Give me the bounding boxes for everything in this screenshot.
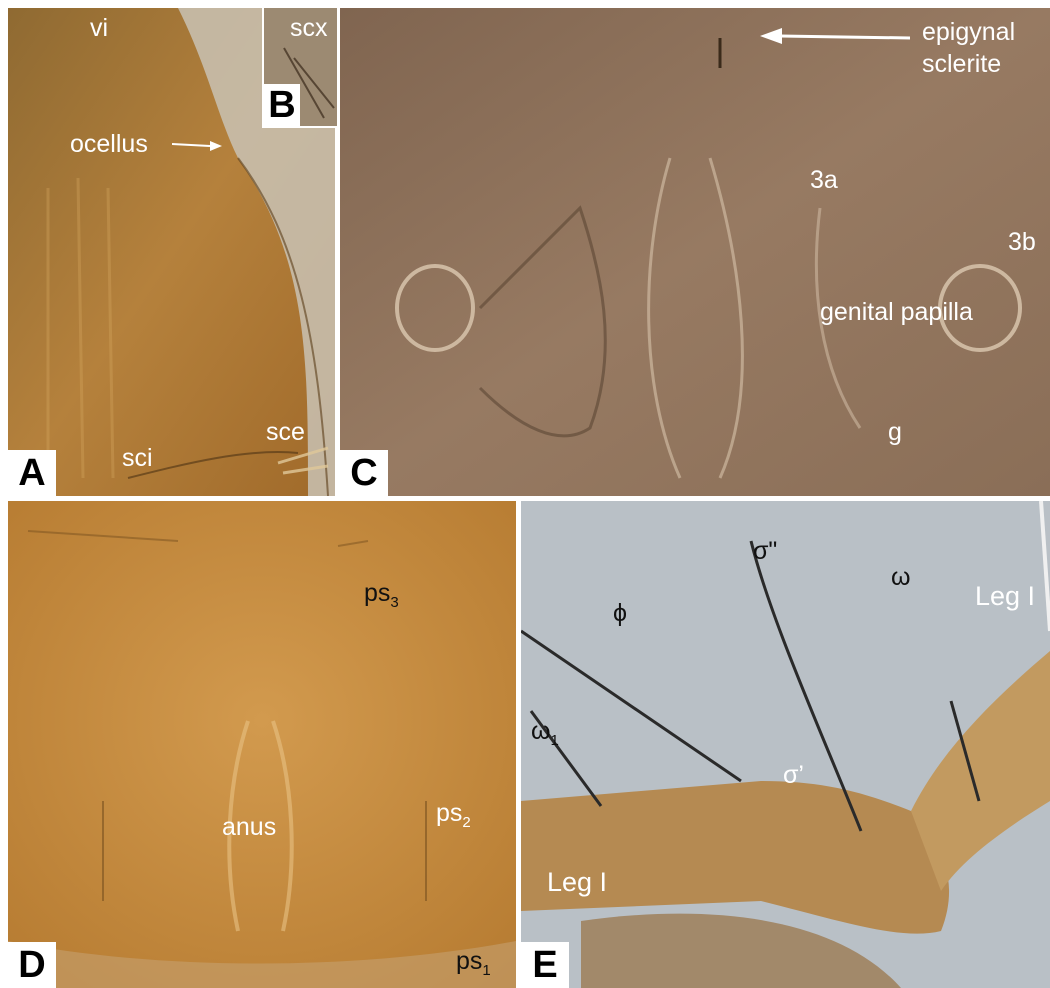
label-ps1-sub: 1 <box>482 962 491 979</box>
label-ps1: ps1 <box>456 947 491 979</box>
label-3b: 3b <box>1008 228 1036 256</box>
label-ps1-text: ps <box>456 947 483 975</box>
label-genital-papilla: genital papilla <box>820 298 973 326</box>
label-sci: sci <box>122 444 153 472</box>
panel-e-badge: E <box>521 942 569 988</box>
label-omega: ω <box>891 563 911 591</box>
label-ps3-sub: 3 <box>390 594 399 611</box>
panel-c-badge: C <box>340 450 388 496</box>
panel-d-badge: D <box>8 942 56 988</box>
label-ps3: ps3 <box>364 579 399 611</box>
label-leg-i-top: Leg I <box>975 581 1036 611</box>
label-leg-i-bottom: Leg I <box>547 867 608 897</box>
label-sigma-double: σ" <box>753 537 778 565</box>
label-ps2: ps2 <box>436 799 471 831</box>
label-anus: anus <box>222 813 277 841</box>
label-omega1: ω1 <box>531 717 559 749</box>
label-sigma-prime: σ’ <box>783 761 804 789</box>
panel-b: scx B <box>262 8 337 128</box>
panel-c: epigynal sclerite 3a 3b genital papilla … <box>340 8 1050 496</box>
panel-d-micrograph <box>8 501 516 988</box>
epigynal-sclerite-arrow <box>760 28 910 44</box>
label-ps2-text: ps <box>436 799 463 827</box>
ocellus-arrow <box>172 141 222 151</box>
panel-b-badge: B <box>264 84 300 126</box>
label-omega1-sub: 1 <box>550 732 559 749</box>
label-sclerite: sclerite <box>922 50 1002 78</box>
label-3a: 3a <box>810 166 838 194</box>
panel-d: ps3 anus ps2 ps1 D <box>8 501 516 988</box>
label-ps2-sub: 2 <box>462 814 471 831</box>
panel-e: σ" ω Leg I ϕ ω1 σ’ Leg I E <box>521 501 1050 988</box>
label-scx: scx <box>290 14 328 42</box>
label-g: g <box>888 418 902 446</box>
panel-c-micrograph <box>340 8 1050 496</box>
label-omega1-text: ω <box>531 717 551 745</box>
label-ocellus: ocellus <box>70 130 148 158</box>
panel-a-badge: A <box>8 450 56 496</box>
label-vi: vi <box>90 14 109 42</box>
panel-e-micrograph <box>521 501 1050 988</box>
label-phi: ϕ <box>613 599 628 627</box>
label-ps3-text: ps <box>364 579 391 607</box>
label-sce: sce <box>266 418 305 446</box>
label-epigynal: epigynal <box>922 18 1016 46</box>
